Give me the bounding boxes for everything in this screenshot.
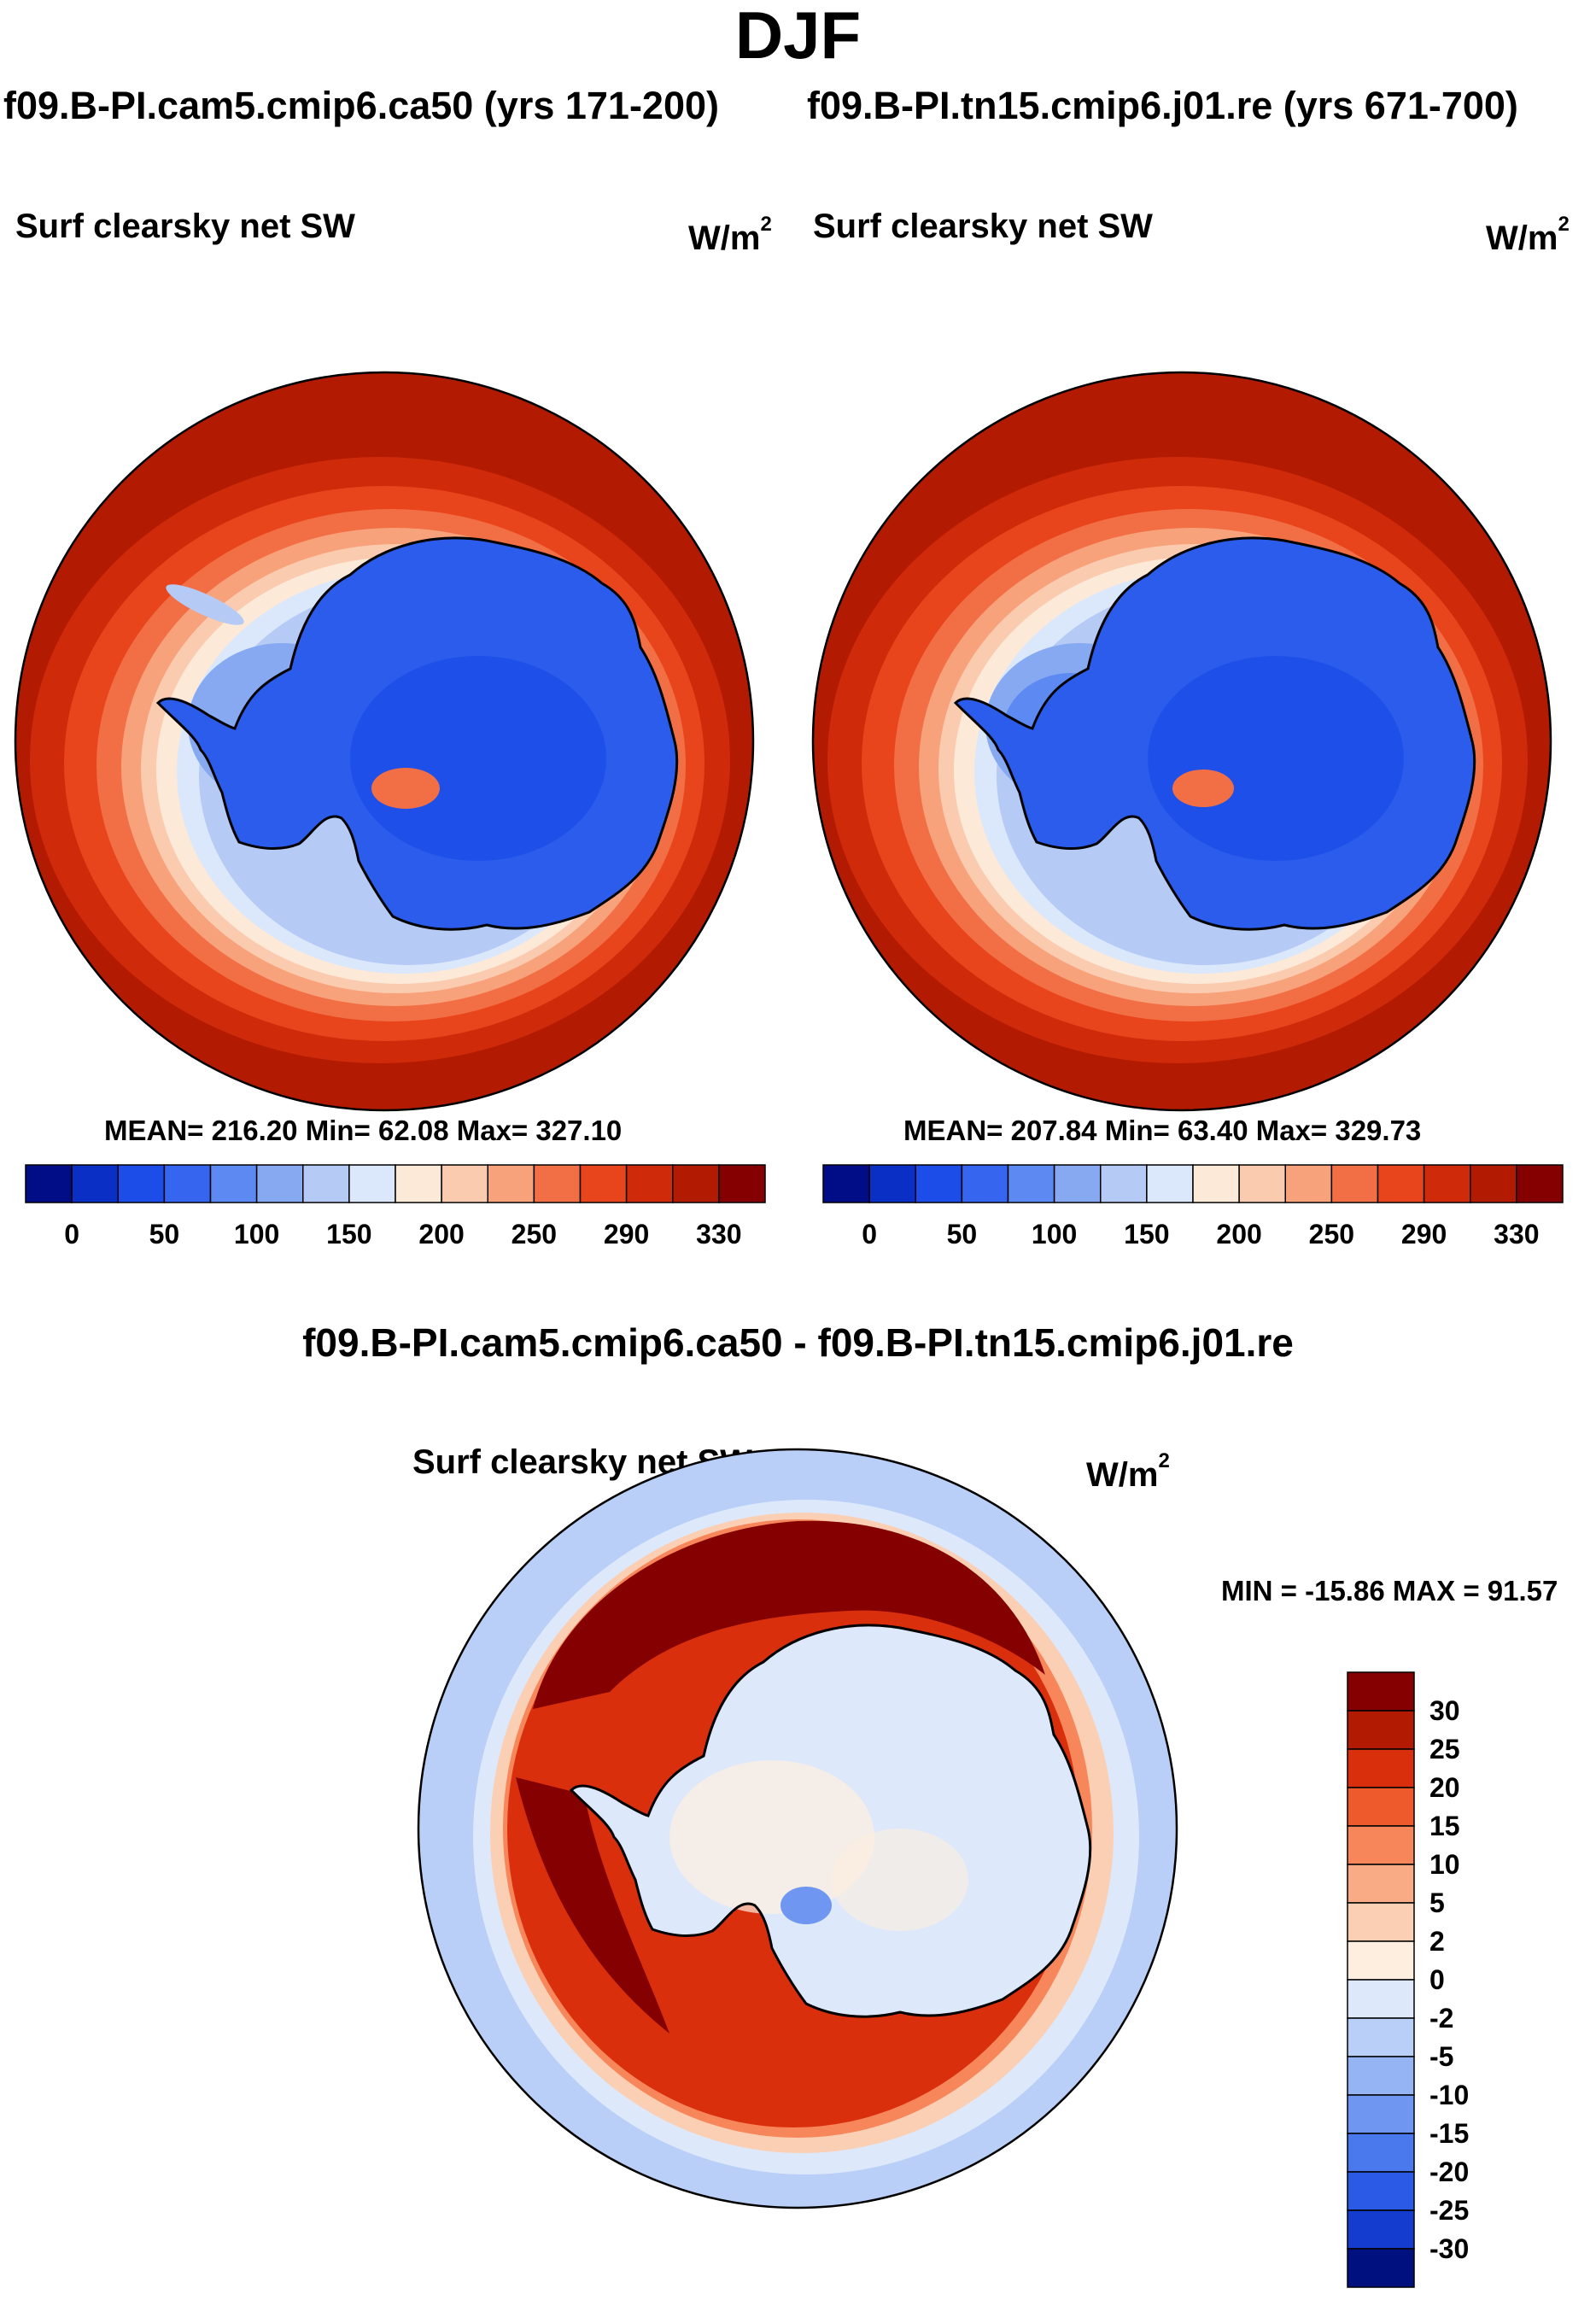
panel-a-colorbar-box xyxy=(395,1164,442,1203)
panel-a-colorbar-box xyxy=(117,1164,166,1203)
panel-b-colorbar-box xyxy=(1377,1164,1425,1203)
diff-colorbar-box xyxy=(1347,1787,1415,1827)
panel-a-colorbar-box xyxy=(579,1164,628,1203)
case-b-title: f09.B-PI.tn15.cmip6.j01.re (yrs 671-700) xyxy=(807,84,1518,127)
panel-a-colorbar-box xyxy=(487,1164,535,1203)
panel-a-colorbar-label: 150 xyxy=(326,1219,371,1249)
panel-a-colorbar-label: 50 xyxy=(149,1219,180,1249)
diff-colorbar-label: -15 xyxy=(1429,2118,1469,2149)
panel-b-colorbar-box xyxy=(1330,1164,1379,1203)
panel-b-colorbar-box xyxy=(1146,1164,1194,1203)
panel-b-colorbar-label: 50 xyxy=(947,1219,978,1249)
panel-b-colorbar-box xyxy=(915,1164,963,1203)
diff-colorbar-box xyxy=(1347,2017,1415,2057)
diff-colorbar-box xyxy=(1347,2209,1415,2250)
panel-b-colorbar-label: 330 xyxy=(1494,1219,1539,1249)
panel-a-colorbar-label: 250 xyxy=(512,1219,557,1249)
panel-b-colorbar-box xyxy=(1516,1164,1564,1203)
panel-b-colorbar-box xyxy=(1100,1164,1148,1203)
diff-colorbar-box xyxy=(1347,1710,1415,1750)
diff-colorbar-label: -10 xyxy=(1429,2080,1469,2110)
diff-colorbar-box xyxy=(1347,2056,1415,2096)
panel-a-colorbar-box xyxy=(209,1164,258,1203)
panel-b-colorbar-label: 0 xyxy=(862,1219,877,1249)
difference-title: f09.B-PI.cam5.cmip6.ca50 - f09.B-PI.tn15… xyxy=(302,1320,1294,1365)
case-a-title: f09.B-PI.cam5.cmip6.ca50 (yrs 171-200) xyxy=(3,84,719,127)
panel-a-colorbar-label: 0 xyxy=(64,1219,79,1249)
panel-b-colorbar-box xyxy=(1192,1164,1240,1203)
diff-colorbar-box xyxy=(1347,1979,1415,2019)
diff-colorbar-label: 15 xyxy=(1429,1811,1460,1841)
diff-colorbar-label: 10 xyxy=(1429,1849,1460,1880)
panel-a-variable: Surf clearsky net SW xyxy=(15,208,355,245)
panel-a-colorbar-box xyxy=(71,1164,119,1203)
diff-colorbar-box xyxy=(1347,1671,1415,1712)
panel-b-colorbar-box xyxy=(961,1164,1009,1203)
panel-a-units: W/m2 xyxy=(688,213,772,257)
diff-colorbar-box xyxy=(1347,2171,1415,2211)
diff-colorbar-label: 20 xyxy=(1429,1772,1460,1803)
diff-colorbar-label: -30 xyxy=(1429,2233,1469,2264)
panel-a-colorbar-label: 100 xyxy=(234,1219,279,1249)
diff-colorbar-label: -2 xyxy=(1429,2003,1453,2034)
diff-colorbar-box xyxy=(1347,2133,1415,2173)
figure-title: DJF xyxy=(734,0,862,73)
panel-b-stats: MEAN= 207.84 Min= 63.40 Max= 329.73 xyxy=(903,1115,1422,1146)
panel-b-colorbar-box xyxy=(1470,1164,1517,1203)
panel-b-colorbar-label: 250 xyxy=(1309,1219,1354,1249)
diff-colorbar-box xyxy=(1347,1940,1415,1981)
diff-colorbar-label: -25 xyxy=(1429,2195,1469,2226)
panel-b-colorbar-label: 200 xyxy=(1216,1219,1261,1249)
panel-b-colorbar-box xyxy=(1053,1164,1102,1203)
panel-a-stats: MEAN= 216.20 Min= 62.08 Max= 327.10 xyxy=(104,1115,623,1146)
diff-map xyxy=(417,1448,1178,2209)
panel-b-colorbar-label: 100 xyxy=(1032,1219,1077,1249)
diff-min-max: MIN = -15.86 MAX = 91.57 xyxy=(1221,1575,1558,1606)
panel-a-map xyxy=(14,371,755,1112)
diff-colorbar-label: -5 xyxy=(1429,2041,1453,2072)
panel-a-colorbar-label: 200 xyxy=(418,1219,464,1249)
panel-b-colorbar-box xyxy=(822,1164,870,1203)
panel-b-colorbar-label: 150 xyxy=(1124,1219,1169,1249)
diff-colorbar-box xyxy=(1347,1902,1415,1942)
panel-b-colorbar-box xyxy=(1284,1164,1333,1203)
diff-colorbar-label: 30 xyxy=(1429,1695,1460,1726)
diff-colorbar-box xyxy=(1347,1825,1415,1865)
panel-a-colorbar-box xyxy=(302,1164,350,1203)
diff-colorbar-label: 5 xyxy=(1429,1887,1445,1918)
diff-units: W/m2 xyxy=(1086,1449,1170,1494)
panel-b-map xyxy=(811,371,1552,1112)
panel-b-colorbar-box xyxy=(1423,1164,1471,1203)
diff-colorbar-box xyxy=(1347,1864,1415,1904)
diff-colorbar-box xyxy=(1347,1748,1415,1788)
diff-colorbar-box xyxy=(1347,2248,1415,2288)
panel-b-colorbar: 0 50 100 150 200 250 290 330 xyxy=(822,1164,1564,1249)
panel-a-colorbar-box xyxy=(533,1164,582,1203)
diff-colorbar-label: -20 xyxy=(1429,2157,1469,2187)
panel-b-colorbar-box xyxy=(868,1164,916,1203)
panel-a-colorbar: 0 50 100 150 200 250 290 330 xyxy=(25,1164,766,1249)
panel-a-colorbar-box xyxy=(718,1164,766,1203)
panel-a-colorbar-box xyxy=(441,1164,488,1203)
panel-a-colorbar-box xyxy=(672,1164,720,1203)
diff-colorbar-label: 2 xyxy=(1429,1926,1445,1957)
panel-b-colorbar-box xyxy=(1238,1164,1286,1203)
panel-a-colorbar-box xyxy=(625,1164,674,1203)
panel-b-units: W/m2 xyxy=(1486,213,1570,257)
diff-colorbar-label: 25 xyxy=(1429,1734,1460,1765)
panel-a-colorbar-box xyxy=(255,1164,304,1203)
panel-b-colorbar-label: 290 xyxy=(1401,1219,1447,1249)
panel-a-colorbar-label: 330 xyxy=(696,1219,741,1249)
panel-a-colorbar-box xyxy=(348,1164,396,1203)
diff-colorbar-box xyxy=(1347,2094,1415,2134)
panel-b-variable: Surf clearsky net SW xyxy=(813,208,1153,245)
diff-colorbar-label: 0 xyxy=(1429,1964,1445,1995)
panel-a-colorbar-box xyxy=(163,1164,212,1203)
panel-a-colorbar-label: 290 xyxy=(604,1219,649,1249)
panel-a-colorbar-box xyxy=(25,1164,73,1203)
panel-b-colorbar-box xyxy=(1007,1164,1055,1203)
